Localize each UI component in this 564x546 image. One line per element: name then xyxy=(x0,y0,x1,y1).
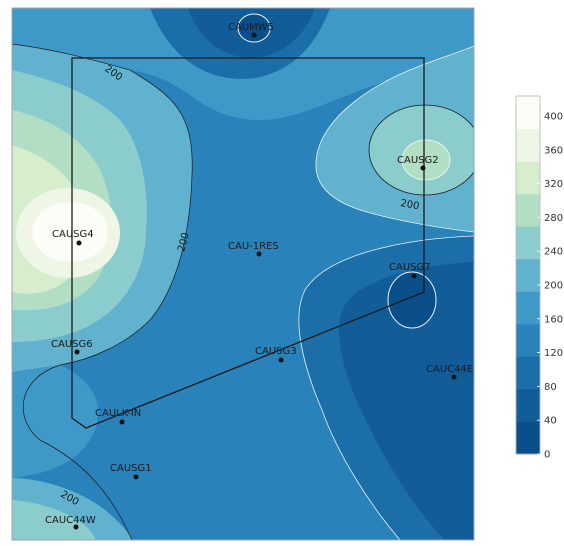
site-causg4[interactable]: CAUSG4 xyxy=(52,229,94,246)
legend-swatch xyxy=(516,291,540,325)
site-causg7[interactable]: CAUSG7 xyxy=(389,262,431,279)
site-marker xyxy=(119,419,125,425)
legend-swatch xyxy=(516,323,540,357)
site-label: CAUC44W xyxy=(45,515,96,526)
site-label: CAUC44E xyxy=(426,364,473,375)
site-marker xyxy=(73,524,79,530)
legend-tick-label: 200 xyxy=(544,281,563,292)
contour-label-200-mid: 200 xyxy=(176,231,192,252)
legend-tick-label: 160 xyxy=(544,314,563,325)
site-causg6[interactable]: CAUSG6 xyxy=(51,339,93,355)
site-label: CAULK-IN xyxy=(95,408,141,419)
site-causg3[interactable]: CAUSG3 xyxy=(255,346,297,363)
legend-swatch xyxy=(516,356,540,390)
left-peak-400 xyxy=(32,202,108,262)
site-marker xyxy=(278,357,284,363)
site-label: CAUSG2 xyxy=(397,155,439,166)
panel-frame xyxy=(11,7,475,541)
legend-tick-label: 0 xyxy=(544,450,550,461)
site-cauc44w[interactable]: CAUC44W xyxy=(45,515,96,530)
site-label: CAUSG6 xyxy=(51,339,93,350)
legend-ticks: 0 40 80 120 160 200 240 280 320 360 400 xyxy=(537,112,563,461)
right-low-core xyxy=(387,271,437,329)
legend-swatch xyxy=(516,226,540,260)
site-cau1res[interactable]: CAU-1RES xyxy=(228,241,279,257)
legend-swatch xyxy=(516,161,540,195)
legend-swatch xyxy=(516,96,540,130)
legend-swatch xyxy=(516,128,540,162)
legend-swatch xyxy=(516,388,540,422)
contour-label-200-right: 200 xyxy=(399,198,420,212)
legend-tick-label: 360 xyxy=(544,145,563,156)
site-marker xyxy=(411,273,417,279)
site-marker xyxy=(451,374,457,380)
map-panel xyxy=(12,8,474,540)
site-marker xyxy=(133,474,139,480)
site-marker xyxy=(76,240,82,246)
legend-tick-label: 40 xyxy=(544,416,557,427)
site-causg2[interactable]: CAUSG2 xyxy=(397,155,439,171)
contour-line-right xyxy=(315,45,474,233)
contour-line-bottom xyxy=(22,364,133,540)
legend-tick-label: 80 xyxy=(544,382,557,393)
legend-tick-label: 320 xyxy=(544,179,563,190)
legend-swatch xyxy=(516,193,540,227)
right-peak-280 xyxy=(401,139,451,181)
site-label: CAUSG1 xyxy=(110,463,152,474)
site-label: CAUSG3 xyxy=(255,346,297,357)
legend-frame xyxy=(515,95,541,455)
bottom-left-240 xyxy=(12,500,96,540)
legend-tick-label: 240 xyxy=(544,247,563,258)
legend-swatches xyxy=(516,96,540,455)
site-label: CAUSG7 xyxy=(389,262,431,273)
lower-left-160 xyxy=(12,365,99,478)
legend-swatch xyxy=(516,258,540,292)
top-basin-core xyxy=(237,13,271,43)
site-boundary xyxy=(71,57,425,429)
site-marker xyxy=(420,165,426,171)
site-label: CAU-1RES xyxy=(228,241,279,252)
color-legend: 0 40 80 120 160 200 240 280 320 360 400 xyxy=(515,95,563,461)
legend-tick-label: 280 xyxy=(544,213,563,224)
legend-tick-label: 400 xyxy=(544,112,563,123)
legend-tick-label: 120 xyxy=(544,348,563,359)
contour-line-200-top xyxy=(12,43,193,366)
site-label: CAUSG4 xyxy=(52,229,94,240)
site-marker xyxy=(256,251,262,257)
upper-band-200 xyxy=(12,8,474,120)
site-causg1[interactable]: CAUSG1 xyxy=(110,463,152,480)
site-caumw5[interactable]: CAUMW5 xyxy=(228,22,274,38)
right-low-80 xyxy=(338,262,474,540)
site-label: CAUMW5 xyxy=(228,22,274,33)
site-marker xyxy=(74,349,80,355)
site-caulkin[interactable]: CAULK-IN xyxy=(95,408,141,425)
legend-swatch xyxy=(516,421,540,455)
site-marker xyxy=(251,32,257,38)
site-cauc44e[interactable]: CAUC44E xyxy=(426,364,473,380)
